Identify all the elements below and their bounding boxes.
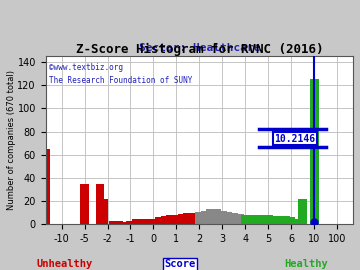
Text: Healthy: Healthy (284, 259, 328, 269)
Text: ©www.textbiz.org: ©www.textbiz.org (49, 63, 123, 72)
Text: 10.2146: 10.2146 (274, 134, 315, 144)
Bar (120, 222, 129, 224)
Text: Sector: Healthcare: Sector: Healthcare (139, 43, 260, 53)
Bar (184, 213, 192, 224)
Bar (109, 221, 118, 224)
Bar (212, 209, 221, 224)
Bar (224, 212, 232, 224)
Y-axis label: Number of companies (670 total): Number of companies (670 total) (7, 70, 16, 210)
Bar (310, 219, 319, 224)
Bar (95, 184, 104, 224)
Bar (206, 209, 215, 224)
Bar (138, 219, 146, 224)
Bar (288, 219, 297, 224)
Bar (201, 211, 210, 224)
Bar (99, 199, 108, 224)
Bar (258, 215, 267, 224)
Bar (229, 213, 238, 224)
Bar (291, 220, 300, 224)
Bar (149, 219, 158, 224)
Bar (189, 213, 198, 224)
Bar (218, 211, 226, 224)
Bar (161, 216, 169, 224)
Title: Z-Score Histogram for RVNC (2016): Z-Score Histogram for RVNC (2016) (76, 43, 323, 56)
Bar (275, 216, 284, 224)
Bar (166, 215, 175, 224)
Bar (241, 215, 249, 224)
Text: Score: Score (165, 259, 195, 269)
Bar (287, 217, 296, 224)
Bar (270, 216, 278, 224)
Bar (155, 217, 163, 224)
Bar (289, 219, 298, 224)
Bar (132, 219, 140, 224)
Text: The Research Foundation of SUNY: The Research Foundation of SUNY (49, 76, 192, 85)
Bar (247, 215, 255, 224)
Text: Unhealthy: Unhealthy (37, 259, 93, 269)
Bar (310, 79, 319, 224)
Bar (143, 219, 152, 224)
Bar (252, 215, 261, 224)
Bar (281, 216, 290, 224)
Bar (172, 215, 181, 224)
Bar (235, 214, 244, 224)
Bar (41, 149, 50, 224)
Bar (310, 149, 318, 224)
Bar (298, 199, 307, 224)
Bar (264, 215, 273, 224)
Bar (178, 214, 186, 224)
Bar (114, 221, 123, 224)
Bar (294, 221, 303, 224)
Bar (195, 212, 204, 224)
Bar (126, 221, 135, 224)
Bar (292, 220, 301, 224)
Bar (80, 184, 89, 224)
